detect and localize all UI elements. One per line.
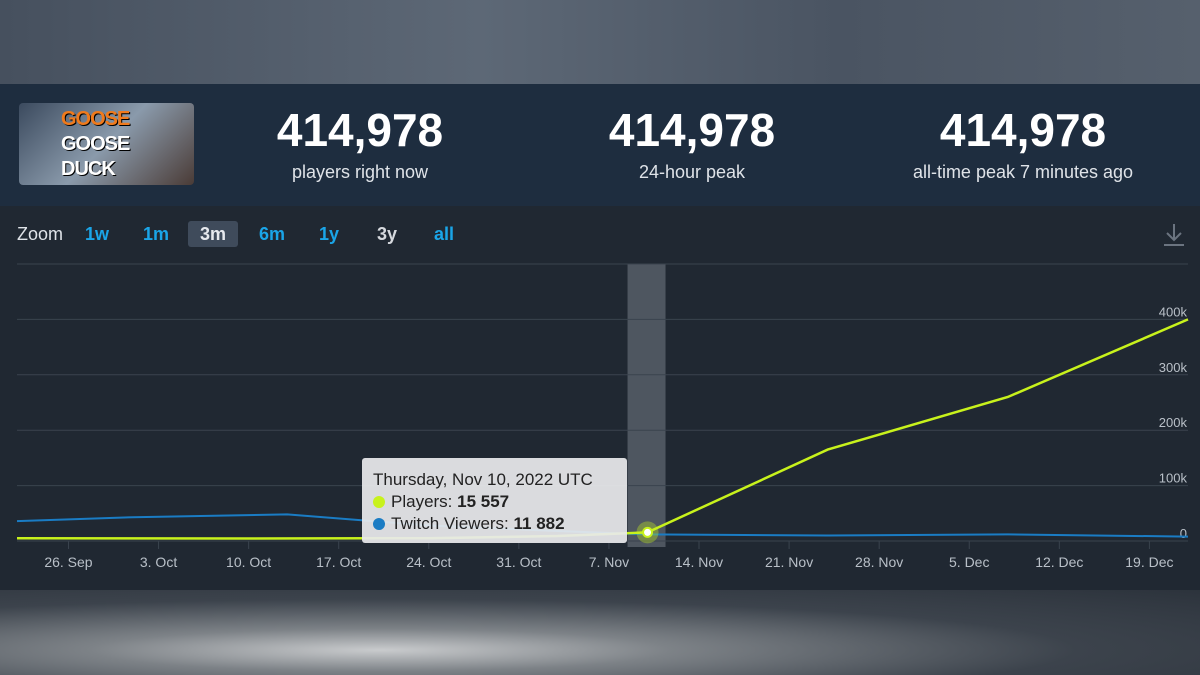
tooltip-players: Players: 15 557 xyxy=(373,491,627,513)
tooltip-players-value: 15 557 xyxy=(457,492,510,511)
y-tick-label: 400k xyxy=(1159,304,1188,319)
x-tick-label: 3. Oct xyxy=(140,554,177,570)
tooltip-date: Thursday, Nov 10, 2022 UTC xyxy=(373,470,593,489)
stat-value: 414,978 xyxy=(608,104,776,156)
zoom-1w-button[interactable]: 1w xyxy=(85,224,110,244)
x-tick-label: 28. Nov xyxy=(855,554,903,570)
x-tick-label: 5. Dec xyxy=(949,554,989,570)
background-top xyxy=(0,0,1200,84)
zoom-1y-button[interactable]: 1y xyxy=(319,224,340,244)
x-tick-label: 12. Dec xyxy=(1035,554,1083,570)
chart-tooltip: Thursday, Nov 10, 2022 UTC Players: 15 5… xyxy=(362,458,627,543)
logo-line: GOOSE xyxy=(61,133,130,155)
x-tick-label: 31. Oct xyxy=(496,554,541,570)
logo-line: DUCK xyxy=(61,158,116,180)
y-tick-label: 200k xyxy=(1159,415,1188,430)
x-tick-label: 7. Nov xyxy=(589,554,629,570)
zoom-1m-button[interactable]: 1m xyxy=(143,224,170,244)
zoom-all-button[interactable]: all xyxy=(434,224,455,244)
stat-label: all-time peak 7 minutes ago xyxy=(912,162,1134,182)
stat-label: 24-hour peak xyxy=(638,162,746,182)
x-tick-label: 10. Oct xyxy=(226,554,271,570)
stat-24h-peak: 414,978 24-hour peak xyxy=(527,104,857,183)
twitch-dot-icon xyxy=(373,518,385,530)
y-tick-label: 300k xyxy=(1159,360,1188,375)
stat-current-players: 414,978 players right now xyxy=(195,104,525,183)
stat-label: players right now xyxy=(291,162,429,182)
zoom-6m-button[interactable]: 6m xyxy=(259,224,286,244)
x-tick-label: 26. Sep xyxy=(44,554,92,570)
hover-band xyxy=(627,264,666,547)
x-tick-label: 24. Oct xyxy=(406,554,451,570)
stats-header xyxy=(0,84,1200,206)
tooltip-players-label: Players: xyxy=(391,492,458,511)
y-tick-label: 100k xyxy=(1159,471,1188,486)
zoom-3y-button[interactable]: 3y xyxy=(377,224,398,244)
tooltip-twitch-value: 11 882 xyxy=(513,514,565,533)
stat-value: 414,978 xyxy=(939,104,1107,156)
x-tick-label: 21. Nov xyxy=(765,554,813,570)
hover-point xyxy=(642,526,654,538)
game-capsule-image[interactable]: GOOSE GOOSE DUCK xyxy=(19,103,194,185)
zoom-label: Zoom xyxy=(17,224,64,244)
logo-line: GOOSE xyxy=(61,108,130,130)
download-icon[interactable] xyxy=(1162,222,1186,248)
stat-value: 414,978 xyxy=(276,104,444,156)
players-dot-icon xyxy=(373,496,385,508)
stat-all-time-peak: 414,978 all-time peak 7 minutes ago xyxy=(858,104,1188,183)
background-bottom xyxy=(0,590,1200,675)
zoom-3m-button[interactable]: 3m xyxy=(188,221,239,247)
x-tick-label: 14. Nov xyxy=(675,554,723,570)
tooltip-twitch: Twitch Viewers: 11 882 xyxy=(373,513,627,535)
x-tick-label: 17. Oct xyxy=(316,554,361,570)
x-tick-label: 19. Dec xyxy=(1125,554,1173,570)
tooltip-twitch-label: Twitch Viewers: xyxy=(391,514,514,533)
y-tick-label: 0 xyxy=(1180,526,1187,541)
